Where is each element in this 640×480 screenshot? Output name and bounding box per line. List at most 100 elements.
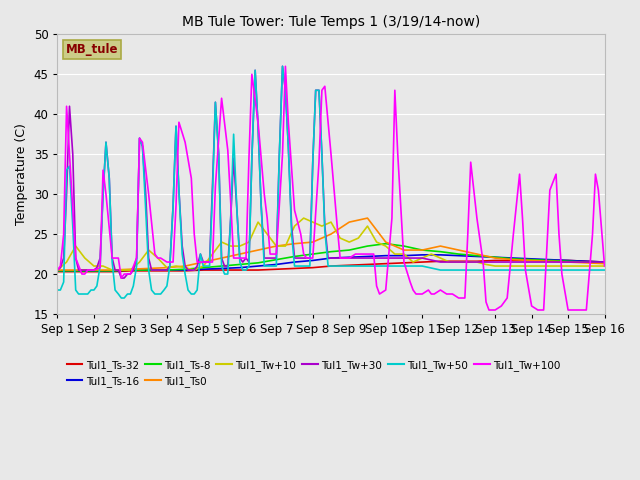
Tul1_Ts-32 xyxy=(382,261,390,266)
Tul1_Ts-32 xyxy=(72,269,79,275)
Tul1_Tw+10 xyxy=(601,263,609,269)
Tul1_Ts-8 xyxy=(108,268,116,274)
Tul1_Ts-16 xyxy=(564,258,572,264)
Tul1_Ts-32 xyxy=(364,262,371,267)
Tul1_Ts0 xyxy=(145,265,152,271)
Tul1_Ts0 xyxy=(163,265,171,271)
Tul1_Ts-32 xyxy=(546,258,554,264)
Tul1_Ts-32 xyxy=(419,259,426,265)
Tul1_Ts-32 xyxy=(528,258,536,264)
Line: Tul1_Ts-16: Tul1_Ts-16 xyxy=(58,255,605,271)
Tul1_Ts-16 xyxy=(400,253,408,259)
Tul1_Tw+50 xyxy=(54,287,61,293)
Tul1_Ts0 xyxy=(127,266,134,272)
Tul1_Ts-8 xyxy=(528,257,536,263)
Tul1_Ts-8 xyxy=(72,268,79,274)
Tul1_Ts-16 xyxy=(455,253,463,259)
Tul1_Ts-16 xyxy=(601,259,609,265)
Tul1_Ts0 xyxy=(400,247,408,253)
Tul1_Ts-16 xyxy=(273,262,280,267)
Tul1_Tw+10 xyxy=(181,265,189,271)
Line: Tul1_Ts-32: Tul1_Ts-32 xyxy=(58,261,605,272)
Tul1_Ts-16 xyxy=(72,268,79,274)
Tul1_Ts-8 xyxy=(564,258,572,264)
Tul1_Ts-16 xyxy=(218,265,225,271)
Tul1_Ts-32 xyxy=(108,269,116,275)
Tul1_Ts-16 xyxy=(582,258,590,264)
Tul1_Ts0 xyxy=(181,263,189,269)
Tul1_Ts0 xyxy=(528,258,536,264)
Y-axis label: Temperature (C): Temperature (C) xyxy=(15,123,28,225)
Tul1_Ts-8 xyxy=(546,258,554,264)
Tul1_Ts-16 xyxy=(145,267,152,273)
Tul1_Ts-32 xyxy=(218,267,225,273)
Tul1_Ts0 xyxy=(601,261,609,266)
Tul1_Tw+30 xyxy=(361,255,369,261)
Tul1_Ts-8 xyxy=(419,247,426,253)
Tul1_Ts-32 xyxy=(400,260,408,266)
Tul1_Ts0 xyxy=(564,259,572,265)
Tul1_Tw+30 xyxy=(257,199,265,205)
Line: Tul1_Tw+100: Tul1_Tw+100 xyxy=(58,66,605,310)
Tul1_Tw+30 xyxy=(202,259,210,265)
Tul1_Ts-8 xyxy=(364,243,371,249)
Tul1_Tw+50 xyxy=(361,263,369,269)
Tul1_Ts0 xyxy=(72,267,79,273)
Tul1_Tw+50 xyxy=(278,63,286,69)
Tul1_Ts-8 xyxy=(181,266,189,272)
Tul1_Ts-8 xyxy=(492,254,499,260)
Tul1_Tw+30 xyxy=(181,263,189,269)
Tul1_Tw+10 xyxy=(300,215,307,221)
Tul1_Tw+10 xyxy=(163,265,171,271)
Tul1_Ts-32 xyxy=(181,268,189,274)
Tul1_Ts-8 xyxy=(54,268,61,274)
Tul1_Tw+50 xyxy=(601,267,609,273)
Tul1_Tw+30 xyxy=(278,63,286,69)
Tul1_Ts-32 xyxy=(492,258,499,264)
Tul1_Tw+100 xyxy=(591,171,599,177)
Tul1_Tw+100 xyxy=(175,120,183,125)
Tul1_Ts-32 xyxy=(582,258,590,264)
Tul1_Ts-8 xyxy=(582,259,590,265)
Tul1_Ts-16 xyxy=(254,263,262,269)
Tul1_Tw+30 xyxy=(118,275,125,281)
Tul1_Ts-32 xyxy=(291,265,298,271)
Tul1_Ts0 xyxy=(346,219,353,225)
Tul1_Tw+50 xyxy=(90,287,98,293)
Tul1_Ts-8 xyxy=(273,257,280,263)
Title: MB Tule Tower: Tule Temps 1 (3/19/14-now): MB Tule Tower: Tule Temps 1 (3/19/14-now… xyxy=(182,15,480,29)
Tul1_Tw+100 xyxy=(406,279,414,285)
Tul1_Ts-8 xyxy=(455,251,463,257)
Tul1_Ts0 xyxy=(419,247,426,253)
Tul1_Ts-32 xyxy=(327,263,335,269)
Tul1_Ts-32 xyxy=(309,265,317,271)
Tul1_Ts0 xyxy=(455,247,463,253)
Tul1_Ts0 xyxy=(90,267,98,273)
Tul1_Ts0 xyxy=(546,258,554,264)
Tul1_Ts-8 xyxy=(382,241,390,247)
Tul1_Ts-8 xyxy=(145,267,152,273)
Tul1_Ts-8 xyxy=(218,263,225,269)
Tul1_Ts-32 xyxy=(346,263,353,268)
Tul1_Ts-16 xyxy=(127,267,134,273)
Tul1_Ts0 xyxy=(236,251,244,257)
Tul1_Tw+10 xyxy=(537,263,545,269)
Tul1_Ts-32 xyxy=(509,258,517,264)
Tul1_Ts-32 xyxy=(200,267,207,273)
Tul1_Ts-8 xyxy=(436,249,444,254)
Tul1_Ts0 xyxy=(108,267,116,273)
Tul1_Ts-32 xyxy=(163,268,171,274)
Legend: Tul1_Ts-32, Tul1_Ts-16, Tul1_Ts-8, Tul1_Ts0, Tul1_Tw+10, Tul1_Tw+30, Tul1_Tw+50,: Tul1_Ts-32, Tul1_Ts-16, Tul1_Ts-8, Tul1_… xyxy=(63,356,564,391)
Tul1_Ts-8 xyxy=(346,247,353,253)
Tul1_Tw+100 xyxy=(355,251,362,257)
Tul1_Tw+50 xyxy=(118,295,125,301)
Tul1_Ts-32 xyxy=(127,268,134,274)
Tul1_Ts-32 xyxy=(564,258,572,264)
Tul1_Ts-16 xyxy=(90,268,98,274)
Tul1_Ts-16 xyxy=(291,259,298,265)
Tul1_Ts0 xyxy=(218,255,225,261)
Tul1_Ts-16 xyxy=(382,253,390,259)
Tul1_Tw+50 xyxy=(202,263,210,269)
Tul1_Ts-16 xyxy=(546,257,554,263)
Tul1_Ts0 xyxy=(254,247,262,253)
